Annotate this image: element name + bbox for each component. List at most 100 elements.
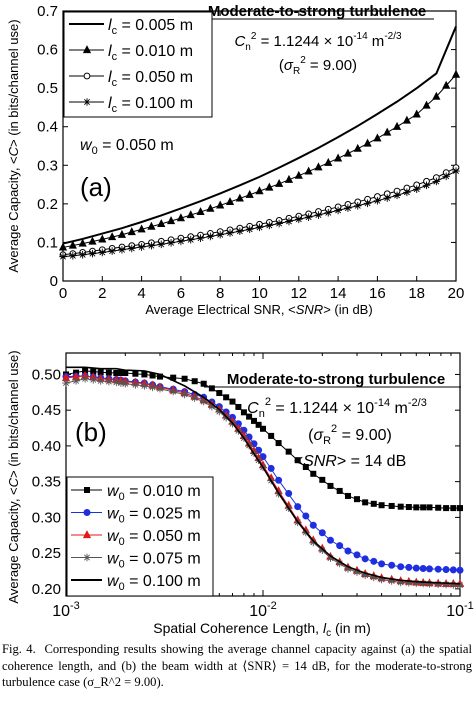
data-point-a bbox=[59, 252, 67, 261]
data-point-a bbox=[137, 243, 146, 251]
data-point-b bbox=[309, 538, 318, 547]
data-point-b bbox=[96, 377, 105, 385]
data-point-b bbox=[378, 502, 385, 509]
data-point-a bbox=[226, 229, 234, 237]
data-point-b bbox=[285, 448, 292, 455]
legend-label-a: lc = 0.010 m bbox=[108, 43, 193, 63]
data-point-b bbox=[449, 566, 457, 574]
data-point-b bbox=[309, 521, 317, 529]
data-point-b bbox=[275, 476, 283, 484]
data-point-b bbox=[105, 377, 113, 386]
data-point-a bbox=[245, 225, 254, 234]
data-point-b bbox=[62, 379, 70, 387]
data-point-b bbox=[275, 440, 282, 447]
data-point-a bbox=[206, 203, 215, 212]
x-tick-label-b: 10-3 bbox=[52, 600, 80, 620]
x-tick-label-a: 16 bbox=[369, 285, 386, 302]
y-tick-label-a: 0.3 bbox=[37, 157, 58, 174]
data-point-b bbox=[310, 470, 317, 477]
data-point-a bbox=[265, 221, 274, 230]
data-point-b bbox=[268, 432, 275, 439]
series-line-b bbox=[66, 366, 461, 585]
data-point-b bbox=[200, 380, 207, 387]
data-point-b bbox=[267, 464, 275, 472]
data-point-b bbox=[117, 379, 125, 387]
data-point-b bbox=[344, 565, 352, 573]
panel-a-cn2: Cn2 = 1.1244 × 10-14 m-2/3 bbox=[234, 31, 402, 53]
y-tick-label-a: 0.1 bbox=[37, 234, 58, 251]
data-point-a bbox=[78, 238, 87, 247]
data-point-b bbox=[405, 504, 412, 511]
data-point-b bbox=[353, 568, 361, 576]
data-point-b bbox=[326, 536, 334, 544]
data-point-b bbox=[369, 573, 378, 582]
data-point-b bbox=[302, 512, 310, 520]
data-point-b bbox=[361, 555, 369, 563]
data-point-a bbox=[117, 229, 127, 238]
data-point-a bbox=[108, 232, 117, 241]
data-point-a bbox=[245, 189, 254, 198]
data-point-b bbox=[285, 489, 293, 497]
data-point-a bbox=[422, 181, 431, 190]
data-point-a bbox=[225, 197, 235, 206]
data-point-a bbox=[127, 244, 136, 253]
y-tick-label-a: 0.4 bbox=[37, 119, 58, 136]
series-line-a bbox=[62, 26, 457, 245]
data-point-a bbox=[334, 153, 343, 162]
data-point-b bbox=[442, 580, 450, 589]
x-tick-label-a: 6 bbox=[177, 285, 185, 302]
panel-a-sigma: (σR2 = 9.00) bbox=[279, 55, 357, 77]
data-point-a bbox=[353, 201, 362, 210]
data-point-b bbox=[222, 413, 230, 422]
data-point-b bbox=[81, 374, 89, 383]
y-tick-label-b: 0.50 bbox=[32, 366, 61, 383]
data-point-b bbox=[122, 370, 129, 377]
data-point-a bbox=[442, 172, 450, 181]
data-point-a bbox=[403, 188, 411, 197]
data-point-b bbox=[113, 370, 120, 377]
data-point-b bbox=[344, 492, 351, 499]
x-tick-label-a: 12 bbox=[290, 285, 307, 302]
data-point-b bbox=[326, 554, 335, 562]
data-point-a bbox=[275, 178, 284, 187]
y-tick-label-a: 0.2 bbox=[37, 196, 58, 213]
legend-label-a: lc = 0.050 m bbox=[108, 69, 193, 89]
data-point-b bbox=[442, 566, 450, 574]
data-point-a bbox=[166, 216, 176, 225]
data-point-b bbox=[132, 370, 139, 377]
data-point-a bbox=[265, 182, 274, 191]
x-tick-label-a: 18 bbox=[408, 285, 425, 302]
data-point-a bbox=[216, 200, 225, 209]
x-tick-label-a: 2 bbox=[98, 285, 106, 302]
y-tick-label-a: 0.6 bbox=[37, 42, 58, 59]
data-point-a bbox=[373, 196, 382, 205]
legend-label-a: lc = 0.100 m bbox=[108, 95, 193, 115]
data-point-b bbox=[72, 377, 80, 385]
data-point-b bbox=[148, 383, 157, 392]
data-point-a bbox=[392, 121, 402, 130]
data-point-b bbox=[456, 566, 464, 574]
data-point-b bbox=[156, 384, 164, 393]
x-tick-label-b: 10-2 bbox=[249, 600, 277, 620]
data-point-a bbox=[344, 204, 352, 212]
data-point-a bbox=[167, 239, 175, 247]
data-point-a bbox=[422, 100, 431, 109]
data-point-a bbox=[255, 186, 264, 195]
data-point-b bbox=[397, 503, 404, 510]
data-point-b bbox=[412, 579, 421, 587]
data-point-b bbox=[89, 376, 98, 384]
data-point-b bbox=[294, 503, 302, 511]
panel-b-label: (b) bbox=[75, 417, 107, 447]
legend-label-b: w0 = 0.100 m bbox=[107, 573, 201, 593]
data-point-a bbox=[442, 80, 451, 89]
data-point-b bbox=[353, 551, 361, 559]
data-point-a bbox=[58, 242, 68, 251]
data-point-a bbox=[343, 148, 353, 157]
panel-b-sigma: (σR2 = 9.00) bbox=[308, 423, 392, 447]
legend-marker-b bbox=[83, 553, 91, 562]
data-point-b bbox=[240, 409, 247, 416]
data-point-b bbox=[141, 371, 148, 378]
data-point-a bbox=[98, 234, 107, 243]
data-point-a bbox=[432, 91, 441, 100]
data-point-b bbox=[156, 373, 163, 380]
